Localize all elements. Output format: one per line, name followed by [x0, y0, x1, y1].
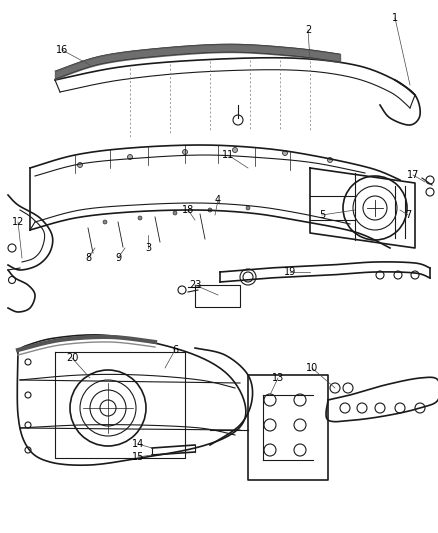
- Text: 12: 12: [12, 217, 24, 227]
- Circle shape: [183, 149, 187, 155]
- Text: 17: 17: [407, 170, 419, 180]
- Text: 13: 13: [272, 373, 284, 383]
- Text: 4: 4: [215, 195, 221, 205]
- Circle shape: [127, 155, 133, 159]
- Text: 5: 5: [319, 210, 325, 220]
- Circle shape: [78, 163, 82, 167]
- Text: 6: 6: [172, 345, 178, 355]
- Circle shape: [328, 157, 332, 163]
- Text: 20: 20: [66, 353, 78, 363]
- Circle shape: [208, 208, 212, 212]
- Circle shape: [103, 220, 107, 224]
- Text: 7: 7: [405, 210, 411, 220]
- Text: 10: 10: [306, 363, 318, 373]
- Text: 9: 9: [115, 253, 121, 263]
- Text: 1: 1: [392, 13, 398, 23]
- Circle shape: [138, 216, 142, 220]
- Text: 3: 3: [145, 243, 151, 253]
- Text: 11: 11: [222, 150, 234, 160]
- Text: 15: 15: [132, 452, 144, 462]
- Circle shape: [283, 150, 287, 156]
- Text: 2: 2: [305, 25, 311, 35]
- Text: 14: 14: [132, 439, 144, 449]
- Text: 16: 16: [56, 45, 68, 55]
- Text: 23: 23: [189, 280, 201, 290]
- Circle shape: [233, 148, 237, 152]
- Text: 18: 18: [182, 205, 194, 215]
- Text: 19: 19: [284, 267, 296, 277]
- Text: 8: 8: [85, 253, 91, 263]
- Circle shape: [173, 211, 177, 215]
- Circle shape: [246, 206, 250, 210]
